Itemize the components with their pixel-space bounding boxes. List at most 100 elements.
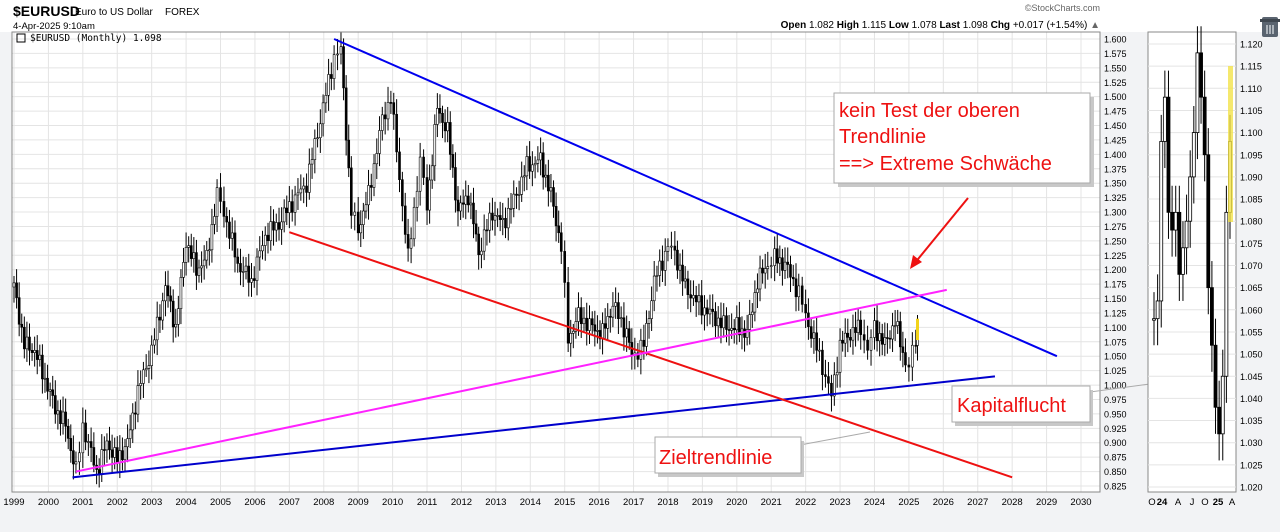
- price-candle: [482, 229, 486, 252]
- price-candle: [824, 374, 827, 377]
- price-candle: [579, 307, 583, 325]
- price-candle: [38, 354, 42, 360]
- capital-flight-box: [951, 385, 1091, 423]
- inset-candle: [1159, 141, 1164, 302]
- price-candle: [84, 422, 87, 443]
- inset-y-tick-label: 1.110: [1240, 84, 1262, 94]
- price-candle: [559, 232, 563, 252]
- price-candle: [290, 201, 294, 213]
- price-candle: [748, 314, 752, 330]
- price-candle: [883, 337, 887, 345]
- price-candle: [697, 295, 701, 303]
- price-candle: [436, 108, 439, 125]
- x-tick-label: 2000: [38, 497, 59, 508]
- price-candle: [430, 165, 434, 181]
- inset-candle: [1191, 132, 1196, 178]
- price-candle: [854, 327, 857, 333]
- price-candle: [215, 187, 219, 217]
- price-candle: [59, 410, 62, 424]
- x-tick-label: 2018: [657, 497, 678, 508]
- price-candle: [372, 163, 376, 188]
- price-candle: [448, 122, 452, 155]
- x-tick-label: 2017: [623, 497, 644, 508]
- price-candle: [454, 167, 457, 201]
- price-candle: [781, 257, 784, 271]
- inset-candle: [1166, 96, 1171, 213]
- lower-trendline: [72, 375, 996, 479]
- inset-y-tick-label: 1.020: [1240, 483, 1263, 493]
- x-tick-label: 2013: [485, 497, 506, 508]
- annotation-weakness-line1: kein Test der oberen: [839, 100, 1020, 122]
- ohlc-value: +0.017 (+1.54%): [1013, 20, 1090, 31]
- x-tick-label: 2021: [761, 497, 782, 508]
- symbol-title: $EURUSD: [13, 3, 80, 19]
- x-tick-label: 2004: [176, 497, 197, 508]
- price-candle: [661, 260, 664, 271]
- price-candle: [491, 212, 494, 221]
- price-candle: [409, 238, 413, 249]
- price-candle: [342, 46, 345, 89]
- price-candle: [835, 371, 839, 376]
- price-candle: [239, 263, 242, 273]
- price-candle: [197, 267, 201, 276]
- inset-y-tick-label: 1.080: [1240, 217, 1263, 227]
- price-candle: [898, 321, 902, 348]
- upper-trendline: [333, 38, 1058, 358]
- price-candle: [161, 300, 164, 321]
- price-candle: [367, 185, 370, 206]
- price-candle: [202, 259, 206, 267]
- price-candle: [356, 211, 360, 234]
- inset-x-tick-label: O: [1201, 497, 1208, 508]
- price-candle: [566, 282, 570, 344]
- inset-y-axis: 1.020 1.025 1.030 1.035 1.040 1.045 1.050 1.055…: [1240, 40, 1263, 493]
- price-candle: [441, 112, 444, 123]
- price-candle: [617, 302, 620, 319]
- price-candle: [451, 154, 455, 168]
- main-plot-border: [11, 31, 1101, 493]
- price-candle: [708, 308, 712, 315]
- y-tick-label: 1.100: [1104, 323, 1127, 333]
- price-candle: [763, 268, 767, 274]
- x-tick-label: 2027: [967, 497, 988, 508]
- price-candle: [520, 176, 523, 195]
- price-candle: [78, 452, 81, 463]
- target-trendline: [289, 231, 1013, 479]
- price-candle: [144, 368, 148, 371]
- price-candle: [655, 275, 659, 277]
- price-candle: [362, 210, 365, 225]
- inset-x-tick-label: 24: [1157, 497, 1168, 508]
- price-candle: [236, 256, 240, 264]
- price-candle: [56, 410, 60, 415]
- inset-highlight: [1228, 66, 1233, 222]
- price-candle: [622, 317, 626, 338]
- price-candle: [846, 332, 850, 338]
- y-tick-label: 1.025: [1104, 366, 1127, 376]
- price-candle: [433, 124, 437, 167]
- price-candle: [302, 185, 305, 190]
- x-tick-label: 2005: [210, 497, 231, 508]
- price-candle: [893, 325, 897, 327]
- x-tick-label: 2006: [244, 497, 265, 508]
- y-tick-label: 0.950: [1104, 409, 1127, 419]
- price-candle: [110, 449, 114, 458]
- inset-y-tick-label: 1.030: [1240, 438, 1263, 448]
- price-candle: [619, 317, 623, 320]
- price-candle: [350, 167, 353, 216]
- trash-icon[interactable]: [1260, 17, 1280, 37]
- price-candle: [888, 337, 892, 340]
- price-candle: [821, 349, 824, 376]
- inset-candle: [1202, 96, 1207, 156]
- inset-x-tick-label: A: [1175, 497, 1182, 508]
- price-candle: [415, 190, 419, 208]
- price-candle: [577, 307, 580, 322]
- price-candle: [97, 469, 101, 474]
- price-candle: [670, 245, 673, 248]
- y-tick-label: 1.050: [1104, 352, 1127, 362]
- price-candle: [878, 333, 881, 342]
- price-candle: [81, 422, 85, 454]
- price-candle: [812, 332, 816, 339]
- x-tick-label: 2015: [554, 497, 575, 508]
- inset-candle: [1162, 96, 1167, 142]
- price-candle: [258, 250, 262, 258]
- trash-icon-lid[interactable]: [1260, 19, 1280, 22]
